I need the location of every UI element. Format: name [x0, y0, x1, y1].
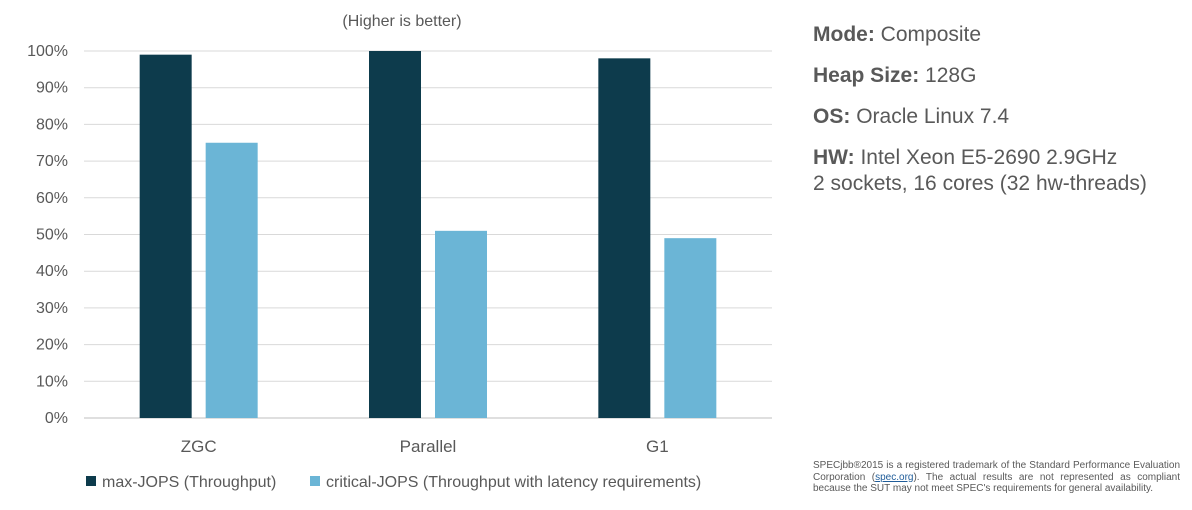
y-tick-label: 90% [36, 80, 68, 97]
os-row: OS: Oracle Linux 7.4 [813, 104, 1183, 130]
footnote-text-after: ). The actual results are not represente… [813, 471, 1180, 495]
y-tick-label: 20% [36, 337, 68, 354]
legend-swatch [310, 476, 320, 486]
chart-title: (Higher is better) [342, 13, 461, 30]
mode-value: Composite [880, 23, 982, 46]
legend-swatch [86, 476, 96, 486]
bar-zgc-series-2 [205, 142, 258, 418]
bar-chart: (Higher is better) 0% 10% 20% 30% 40% 50% 60% 7… [27, 13, 772, 491]
x-tick-label: ZGC [181, 437, 217, 456]
mode-row: Mode: Composite [813, 22, 1183, 48]
y-tick-label: 100% [27, 43, 68, 60]
os-value: Oracle Linux 7.4 [856, 105, 1010, 128]
x-tick-label: G1 [646, 437, 669, 456]
legend-label: max-JOPS (Throughput) [102, 474, 276, 491]
hw-key: HW: [813, 146, 855, 169]
y-tick-label: 10% [36, 373, 68, 390]
heap-value: 128G [925, 64, 977, 87]
y-tick-label: 60% [36, 190, 68, 207]
hw-value-line2: 2 sockets, 16 cores (32 hw-threads) [813, 172, 1147, 195]
trademark-footnote: SPECjbb®2015 is a registered trademark o… [813, 460, 1180, 510]
bar-parallel-series-2 [435, 230, 487, 418]
heap-row: Heap Size: 128G [813, 63, 1183, 89]
grid-lines [84, 50, 772, 419]
mode-key: Mode: [813, 23, 875, 46]
spec-org-link[interactable]: spec.org [875, 471, 914, 483]
hw-row: HW: Intel Xeon E5-2690 2.9GHz 2 sockets,… [813, 145, 1183, 197]
bar-zgc-series-1 [139, 54, 192, 419]
y-tick-label: 40% [36, 263, 68, 280]
y-tick-label: 70% [36, 153, 68, 170]
x-axis-tick-labels: ZGC Parallel G1 [181, 437, 669, 456]
y-tick-label: 0% [45, 410, 68, 427]
footnote-text-before: SPECjbb®2015 is a registered trademark o… [813, 460, 1180, 483]
legend: max-JOPS (Throughput) critical-JOPS (Thro… [86, 474, 701, 491]
y-tick-label: 30% [36, 300, 68, 317]
y-axis-tick-labels: 0% 10% 20% 30% 40% 50% 60% 70% 80% 90% 100% [27, 43, 68, 427]
x-tick-label: Parallel [400, 437, 457, 456]
bar-g1-series-2 [664, 238, 717, 418]
y-tick-label: 80% [36, 116, 68, 133]
y-tick-label: 50% [36, 227, 68, 244]
bars [139, 51, 717, 419]
heap-key: Heap Size: [813, 64, 920, 87]
bar-parallel-series-1 [369, 51, 421, 418]
bar-g1-series-1 [598, 58, 651, 419]
hw-value: Intel Xeon E5-2690 2.9GHz [860, 146, 1118, 169]
os-key: OS: [813, 105, 851, 128]
test-config-panel: Mode: Composite Heap Size: 128G OS: Orac… [813, 22, 1183, 212]
legend-label: critical-JOPS (Throughput with latency r… [326, 474, 701, 491]
